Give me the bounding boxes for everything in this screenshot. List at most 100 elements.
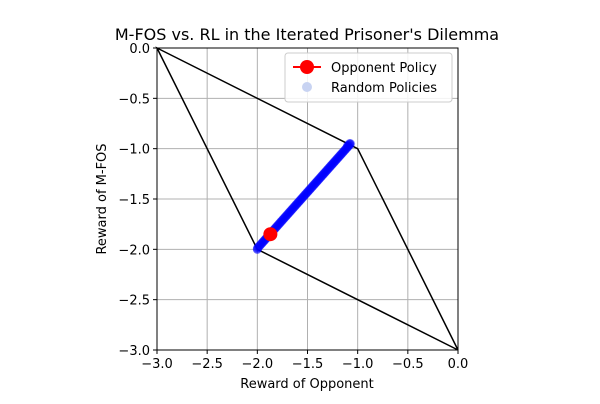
random-policy-point bbox=[280, 212, 290, 222]
random-policy-point bbox=[328, 158, 338, 168]
random-policy-point bbox=[334, 151, 344, 161]
random-policy-point bbox=[299, 191, 309, 201]
random-policy-point bbox=[277, 216, 287, 226]
y-tick-label: −3.0 bbox=[118, 344, 150, 359]
random-policy-point bbox=[283, 208, 293, 218]
random-policy-point bbox=[294, 197, 304, 207]
random-policy-point bbox=[325, 162, 335, 172]
y-tick-label: 0.0 bbox=[129, 42, 150, 57]
random-policy-point bbox=[306, 183, 316, 193]
random-policy-point bbox=[272, 221, 282, 231]
random-policy-point bbox=[326, 161, 336, 171]
legend-opponent-policy-marker bbox=[300, 60, 314, 74]
random-policy-point bbox=[285, 206, 295, 216]
chart-title: M-FOS vs. RL in the Iterated Prisoner's … bbox=[115, 25, 499, 44]
random-policy-point bbox=[252, 244, 262, 254]
x-tick-label: −2.5 bbox=[191, 357, 223, 372]
random-policy-point bbox=[304, 185, 314, 195]
random-policy-point bbox=[305, 185, 315, 195]
x-tick-label: −0.5 bbox=[392, 357, 424, 372]
opponent-policy-point bbox=[263, 227, 278, 242]
random-policy-point bbox=[316, 172, 326, 182]
random-policy-point bbox=[307, 182, 317, 192]
random-policy-point bbox=[319, 169, 329, 179]
random-policy-point bbox=[288, 203, 298, 213]
random-policy-point bbox=[337, 148, 347, 158]
random-policy-point bbox=[317, 171, 327, 181]
random-policy-point bbox=[320, 167, 330, 177]
random-policy-point bbox=[325, 162, 335, 172]
random-policy-point bbox=[298, 193, 308, 203]
random-policy-point bbox=[313, 175, 323, 185]
y-tick-label: −1.0 bbox=[118, 143, 150, 158]
legend-box bbox=[284, 52, 453, 103]
random-policy-point bbox=[300, 189, 310, 199]
random-policy-point bbox=[295, 195, 305, 205]
random-policy-point bbox=[314, 174, 324, 184]
random-policy-point bbox=[312, 177, 322, 187]
random-policy-point bbox=[302, 188, 312, 198]
y-tick-label: −0.5 bbox=[118, 92, 150, 107]
random-policy-point bbox=[291, 200, 301, 210]
random-policy-point bbox=[288, 204, 298, 214]
data-points-layer bbox=[252, 139, 356, 254]
random-policy-point bbox=[315, 173, 325, 183]
random-policy-point bbox=[338, 147, 348, 157]
x-axis-label: Reward of Opponent bbox=[240, 377, 373, 392]
random-policy-point bbox=[283, 209, 293, 219]
y-axis-ticks: −3.0 −2.5 −2.0 −1.5 −1.0 −0.5 0.0 bbox=[118, 42, 157, 359]
random-policy-point bbox=[273, 220, 283, 230]
random-policy-point bbox=[289, 202, 299, 212]
random-policy-point bbox=[287, 204, 297, 214]
random-policy-point bbox=[296, 195, 306, 205]
random-policy-point bbox=[308, 181, 318, 191]
random-policy-point bbox=[296, 194, 306, 204]
random-policy-point bbox=[301, 189, 311, 199]
random-policy-point bbox=[258, 237, 268, 247]
random-policy-point bbox=[322, 166, 332, 176]
legend-random-policies-marker bbox=[302, 82, 312, 92]
random-policy-point bbox=[279, 213, 289, 223]
random-policy-point bbox=[322, 165, 332, 175]
x-tick-label: −1.0 bbox=[342, 357, 374, 372]
random-policy-point bbox=[258, 237, 268, 247]
random-policy-point bbox=[292, 199, 302, 209]
random-policy-point bbox=[313, 176, 323, 186]
random-policy-point bbox=[309, 180, 319, 190]
legend-opponent-policy-label: Opponent Policy bbox=[331, 61, 437, 76]
random-policy-point bbox=[284, 208, 294, 218]
x-tick-label: −2.0 bbox=[242, 357, 274, 372]
random-policy-point bbox=[336, 149, 346, 159]
legend: Opponent Policy Random Policies bbox=[284, 52, 453, 103]
random-policy-point bbox=[295, 196, 305, 206]
random-policy-point bbox=[286, 206, 296, 216]
y-tick-label: −2.5 bbox=[118, 294, 150, 309]
random-policy-point bbox=[327, 159, 337, 169]
random-policy-point bbox=[281, 212, 291, 222]
random-policy-point bbox=[303, 187, 313, 197]
random-policy-point bbox=[317, 170, 327, 180]
random-policy-point bbox=[305, 184, 315, 194]
random-policy-point bbox=[282, 210, 292, 220]
random-policy-point bbox=[323, 164, 333, 174]
random-policy-point bbox=[311, 177, 321, 187]
random-policy-point bbox=[290, 201, 300, 211]
random-policy-point bbox=[285, 207, 295, 217]
random-policy-point bbox=[323, 164, 333, 174]
random-policy-point bbox=[298, 192, 308, 202]
random-policy-point bbox=[326, 160, 336, 170]
random-policy-point bbox=[315, 174, 325, 184]
random-policy-point bbox=[331, 155, 341, 165]
random-policy-point bbox=[299, 191, 309, 201]
legend-random-policies-label: Random Policies bbox=[331, 81, 437, 96]
random-policy-point bbox=[320, 168, 330, 178]
random-policy-point bbox=[306, 183, 316, 193]
random-policy-point bbox=[289, 203, 299, 213]
random-policy-point bbox=[321, 166, 331, 176]
x-tick-label: 0.0 bbox=[448, 357, 469, 372]
random-policy-point bbox=[337, 149, 347, 159]
random-policy-point bbox=[335, 150, 345, 160]
random-policy-point bbox=[309, 179, 319, 189]
random-policy-point bbox=[257, 238, 267, 248]
random-policy-point bbox=[316, 172, 326, 182]
